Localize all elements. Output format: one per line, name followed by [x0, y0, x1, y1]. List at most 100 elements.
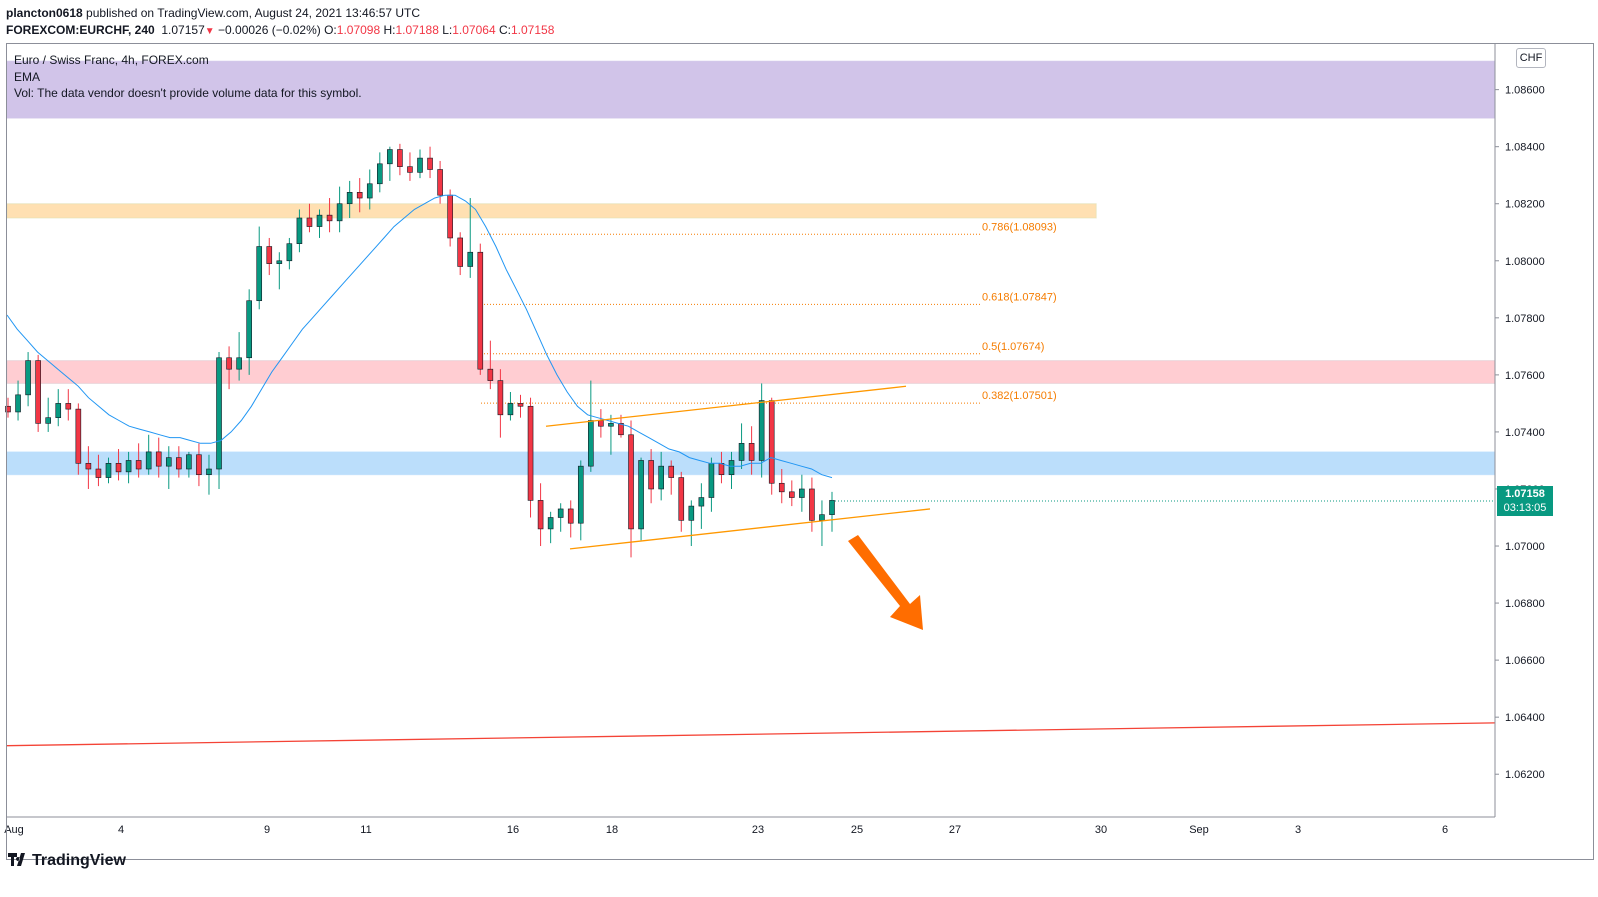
time-tick-11: 3 [1295, 824, 1301, 836]
time-tick-6: 23 [752, 824, 764, 836]
high-label: H: [383, 23, 396, 37]
candle-body-39 [397, 149, 403, 167]
legend-ema[interactable]: EMA [14, 69, 41, 84]
time-tick-4: 16 [507, 824, 519, 836]
candle-36 [366, 169, 373, 210]
candle-48 [487, 340, 494, 390]
time-tick-9: 30 [1095, 824, 1107, 836]
candle-body-12 [125, 460, 132, 473]
price-tick-6: 1.07400 [1505, 427, 1545, 439]
candles-layer [5, 143, 835, 558]
last-price: 1.07157 [161, 23, 205, 37]
tradingview-logo[interactable]: TradingView [8, 852, 126, 871]
candle-body-21 [216, 357, 222, 470]
candle-body-2 [25, 360, 31, 396]
candle-body-34 [346, 192, 353, 205]
time-tick-3: 11 [360, 824, 371, 836]
candle-body-80 [809, 488, 815, 521]
tradingview-logo-icon [8, 853, 28, 871]
candle-body-40 [407, 166, 413, 173]
candle-body-82 [829, 500, 835, 515]
price-axis: 1.062001.064001.066001.068001.070001.072… [832, 44, 1545, 817]
candle-body-61 [618, 423, 624, 436]
bar-countdown: 03:13:05 [1503, 501, 1547, 514]
candle-28 [286, 237, 293, 270]
price-tick-3: 1.06800 [1505, 598, 1545, 610]
candle-17 [176, 446, 182, 478]
candle-body-54 [547, 517, 554, 530]
candle-body-14 [145, 451, 152, 470]
fib-layer: 0.786(1.08093) 0.618(1.07847) 0.5(1.07674)… [481, 221, 1057, 404]
candle-body-25 [256, 246, 263, 302]
candle-8 [85, 446, 92, 489]
price-tick-9: 1.08000 [1505, 256, 1545, 268]
candle-3 [35, 354, 41, 432]
candle-body-49 [497, 380, 504, 416]
price-tick-7: 1.07600 [1505, 370, 1545, 382]
candle-body-53 [537, 500, 544, 530]
candle-78 [789, 480, 795, 507]
candle-body-17 [176, 457, 182, 470]
currency-button[interactable]: CHF [1516, 48, 1546, 68]
candle-body-45 [457, 237, 463, 267]
candle-52 [527, 397, 534, 518]
candle-body-35 [356, 192, 363, 199]
candle-body-16 [165, 457, 172, 467]
candle-body-36 [366, 183, 373, 199]
open-value: 1.07098 [336, 23, 381, 37]
candle-body-29 [296, 217, 303, 244]
candle-37 [377, 152, 383, 193]
candle-body-38 [387, 149, 393, 165]
candle-body-72 [728, 460, 735, 476]
close-label: C: [498, 23, 511, 37]
price-tick-12: 1.08600 [1505, 85, 1545, 97]
candle-body-57 [577, 465, 584, 524]
candle-15 [155, 437, 162, 478]
candle-6 [65, 389, 72, 421]
high-value: 1.07188 [395, 23, 439, 37]
username[interactable]: plancton0618 [6, 6, 83, 20]
candle-body-48 [487, 368, 494, 381]
fib-label-3: 0.382(1.07501) [982, 390, 1057, 402]
candle-31 [316, 209, 323, 238]
price-tick-2: 1.06600 [1505, 655, 1545, 667]
candle-13 [135, 443, 142, 478]
candle-53 [537, 483, 544, 547]
zone-0 [6, 60, 1496, 119]
time-axis: Aug 4 9 11 16 18 23 25 27 30 Sep 3 6 [4, 816, 1495, 836]
candle-54 [547, 511, 554, 544]
price-tick-1: 1.06400 [1505, 712, 1545, 724]
candle-body-60 [608, 423, 614, 427]
arrow-down-icon [848, 535, 923, 630]
candle-66 [668, 460, 675, 495]
ema-line [6, 194, 833, 479]
candle-46 [467, 198, 474, 278]
candle-body-31 [316, 214, 323, 227]
candle-body-46 [467, 251, 474, 267]
candle-body-79 [799, 488, 805, 498]
candle-49 [497, 369, 504, 438]
zone-1 [6, 203, 1097, 219]
candle-82 [829, 491, 835, 532]
publish-info: published on TradingView.com, August 24,… [86, 6, 421, 20]
legend-vol[interactable]: Vol: The data vendor doesn't provide vol… [14, 86, 362, 100]
publish-line: plancton0618 published on TradingView.co… [6, 5, 554, 22]
low-value: 1.07064 [452, 23, 496, 37]
candle-65 [658, 451, 664, 501]
candle-body-19 [196, 454, 202, 476]
candle-body-27 [276, 260, 283, 264]
close-value: 1.07158 [510, 23, 555, 37]
candle-56 [567, 500, 574, 538]
chart-frame [6, 43, 1594, 860]
time-tick-10: Sep [1189, 824, 1209, 836]
candle-47 [477, 243, 484, 375]
price-tick-10: 1.08200 [1505, 199, 1545, 211]
candle-0 [5, 397, 11, 418]
candle-body-24 [246, 300, 252, 359]
candle-body-23 [236, 357, 242, 370]
price-tick-0: 1.06200 [1505, 769, 1545, 781]
candle-33 [336, 186, 343, 233]
candle-7 [75, 403, 82, 475]
candle-body-26 [266, 246, 273, 264]
